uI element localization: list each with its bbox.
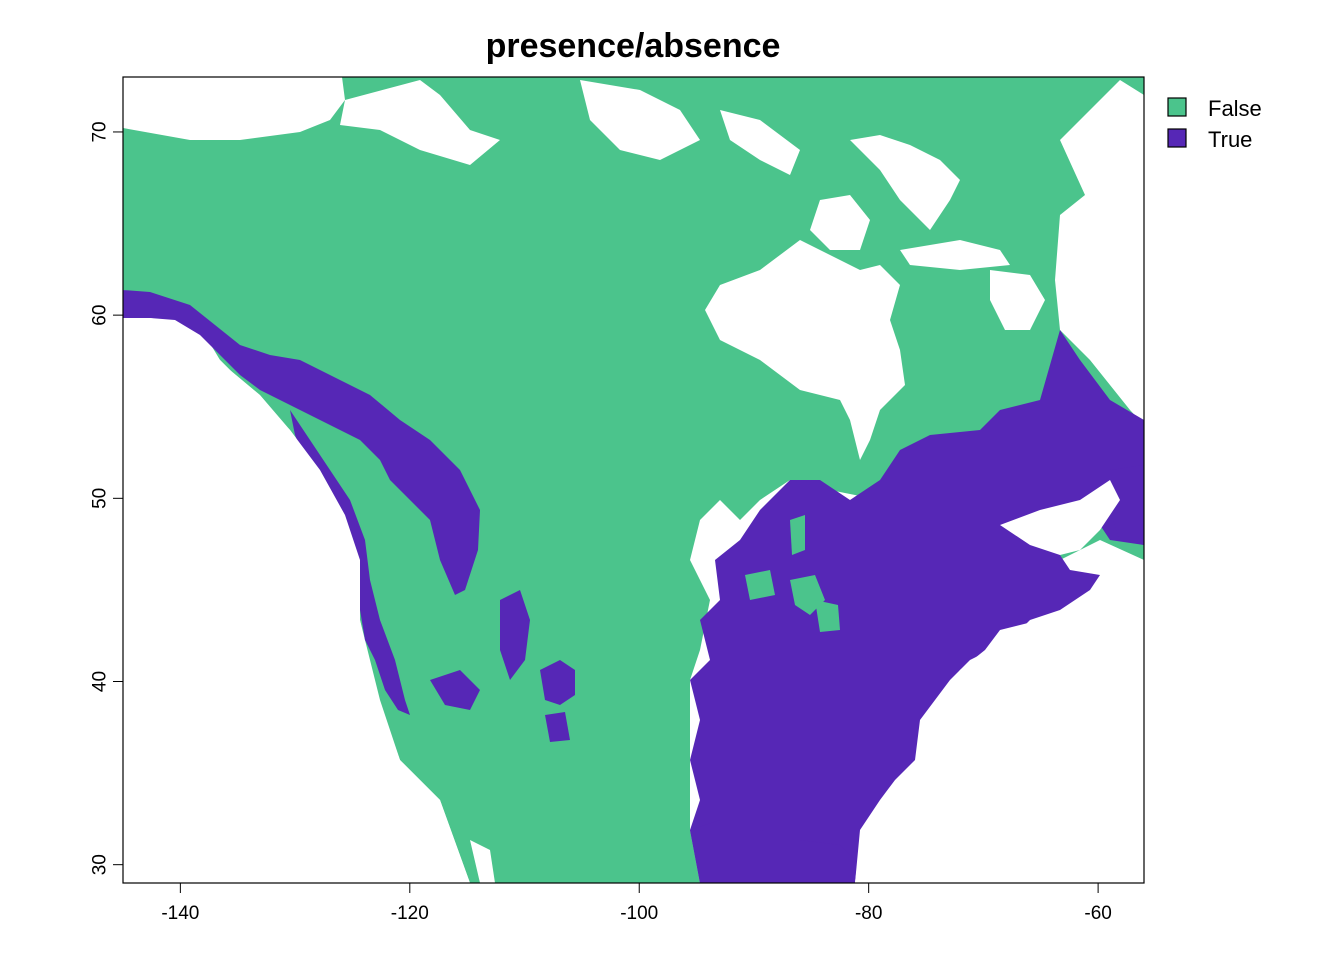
plot-area <box>123 77 1144 883</box>
hudson-strait <box>900 240 1010 270</box>
legend: False True <box>1167 96 1262 152</box>
presence-rocky-2 <box>540 660 575 705</box>
y-tick-label: 50 <box>90 488 111 509</box>
hudson-bay <box>705 240 905 460</box>
arctic-water-1 <box>340 80 500 165</box>
map-title: presence/absence <box>486 27 781 65</box>
y-tick-label: 30 <box>90 854 111 875</box>
x-tick-label: -80 <box>855 903 882 924</box>
y-axis: 30 40 50 60 70 <box>90 121 124 875</box>
great-lakes-gap-3 <box>745 570 775 600</box>
gulf-of-california <box>470 840 495 883</box>
legend-swatch-true <box>1167 128 1187 148</box>
baffin-water <box>850 135 960 230</box>
legend-swatch-false <box>1167 97 1187 117</box>
presence-pacific-coast <box>123 290 480 595</box>
gulf-of-mexico <box>855 800 900 883</box>
arctic-water-3 <box>720 110 800 175</box>
great-lakes-gap-2 <box>815 600 840 632</box>
presence-rocky-4 <box>545 712 570 742</box>
presence-rocky-1 <box>500 590 530 680</box>
y-tick-label: 60 <box>90 305 111 326</box>
presence-rocky-3 <box>430 670 480 710</box>
arctic-water-2 <box>580 80 700 160</box>
presence-eastern-forest <box>690 330 1144 883</box>
legend-label-false: False <box>1208 96 1262 121</box>
presence-gulf-coast <box>690 820 855 883</box>
x-axis: -140 -120 -100 -80 -60 <box>161 882 1112 924</box>
atlantic-cut <box>900 580 1144 883</box>
foxe-basin <box>810 195 870 250</box>
x-tick-label: -140 <box>161 903 199 924</box>
great-lakes-gap-4 <box>790 515 805 555</box>
x-tick-label: -100 <box>620 903 658 924</box>
ungava-bay <box>990 270 1045 330</box>
y-tick-label: 40 <box>90 671 111 692</box>
gulf-st-lawrence <box>1000 480 1120 555</box>
presence-newfoundland <box>1110 465 1144 545</box>
x-tick-label: -60 <box>1084 903 1111 924</box>
legend-label-true: True <box>1208 127 1252 152</box>
x-tick-label: -120 <box>391 903 429 924</box>
pacific-south <box>123 318 470 883</box>
y-tick-label: 70 <box>90 121 111 142</box>
